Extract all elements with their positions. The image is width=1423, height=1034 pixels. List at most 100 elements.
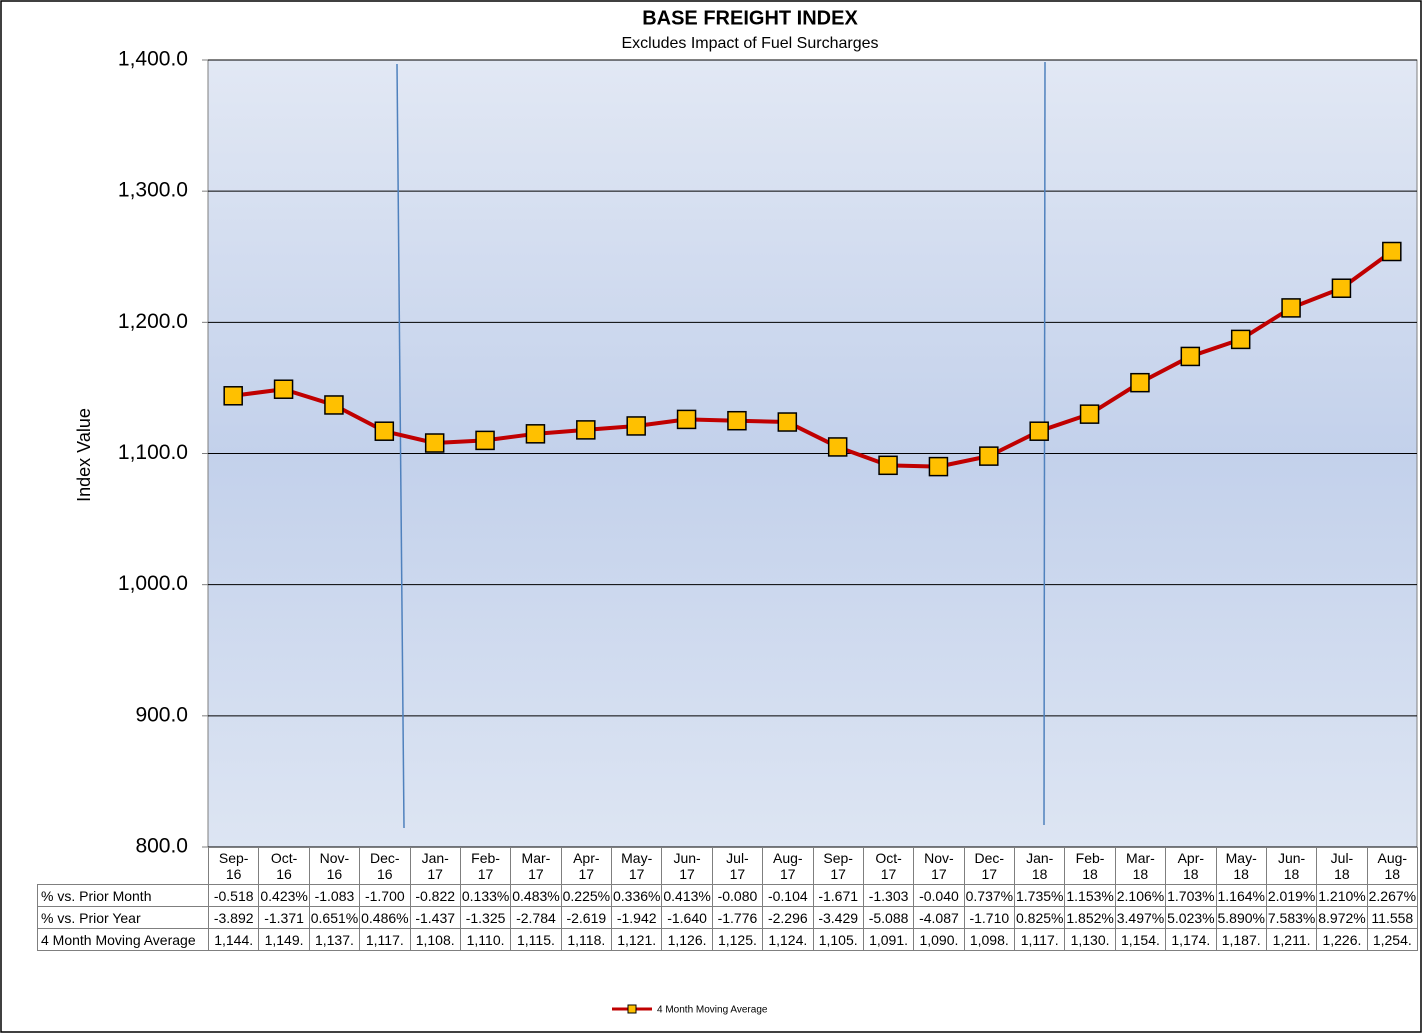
table-header-cell: Mar-17 — [510, 847, 562, 885]
table-cell: -0.040 — [913, 884, 965, 907]
table-cell: -1.325 — [459, 906, 512, 929]
x-tick-label: Jul-17 — [726, 850, 749, 882]
table-cell: -0.080 — [711, 884, 764, 907]
x-tick-label: May-18 — [1225, 850, 1257, 882]
x-tick-label: Nov-17 — [924, 850, 954, 882]
table-cell: 1,091. — [862, 928, 915, 951]
marker — [475, 430, 495, 451]
table-header-cell: Jun-18 — [1265, 847, 1318, 885]
table-cell: 1.210% — [1316, 884, 1368, 907]
x-tick-label: Apr-18 — [1177, 850, 1205, 882]
table-cell: 1.153% — [1064, 884, 1116, 907]
table-cell: 0.336% — [610, 884, 663, 907]
table-cell: 1,110. — [459, 928, 512, 951]
x-tick-label: Oct-17 — [875, 850, 902, 882]
table-cell: -1.640 — [661, 906, 713, 929]
table-header-cell: Aug-18 — [1366, 847, 1419, 885]
marker — [525, 424, 546, 444]
marker — [576, 420, 596, 440]
table-cell: 3.497% — [1114, 906, 1167, 929]
table-header-cell: May-18 — [1215, 847, 1267, 885]
x-tick-label: Jan-18 — [1026, 850, 1054, 882]
table-cell: 1.703% — [1165, 884, 1217, 907]
table-cell: 0.413% — [661, 884, 713, 907]
table-cell: 1,115. — [510, 928, 562, 951]
marker — [626, 416, 646, 436]
table-cell: 2.267% — [1366, 884, 1419, 907]
table-row: 4 Month Moving Average 1,144. 1,149. 1,137.… — [37, 928, 1419, 951]
x-tick-label: Oct-16 — [270, 850, 298, 882]
table-cell: 1,121. — [610, 928, 663, 951]
table-header-cell: Sep-17 — [812, 847, 864, 885]
table-cell: 0.737% — [963, 884, 1016, 907]
marker — [1029, 421, 1049, 441]
marker — [979, 446, 999, 466]
table-cell: 0.483% — [510, 884, 562, 907]
marker — [1079, 404, 1100, 424]
table-cell: 1.735% — [1013, 884, 1066, 907]
table-cell: 5.023% — [1165, 906, 1217, 929]
x-tick-label: Aug-18 — [1377, 850, 1408, 882]
marker — [374, 421, 395, 441]
table-header-cell: Jul-17 — [711, 847, 764, 885]
table-cell: 8.972% — [1316, 906, 1368, 929]
y-tick-label: 900.0 — [135, 703, 188, 726]
table-header-cell: Nov-16 — [308, 847, 361, 885]
marker — [727, 410, 747, 431]
table-header-cell: Dec-16 — [359, 847, 411, 885]
table-header-cell: Feb-17 — [459, 847, 512, 885]
table-cell: -1.303 — [862, 884, 915, 907]
table-cell: 1,117. — [359, 928, 411, 951]
table-cell: -0.104 — [762, 884, 814, 907]
table-header-cell: Apr-18 — [1165, 847, 1217, 885]
marker — [1180, 346, 1201, 367]
table-header-cell: Dec-17 — [963, 847, 1016, 885]
table-cell: 2.106% — [1114, 884, 1167, 907]
marker — [324, 395, 344, 415]
table-corner — [38, 848, 209, 885]
table-header-cell: Jan-17 — [409, 847, 461, 885]
table-cell: 1,108. — [409, 928, 461, 951]
table-cell: 1,144. — [207, 928, 260, 951]
y-tick-label: 1,400.0 — [118, 48, 188, 71]
legend-marker — [627, 1004, 637, 1014]
table-header-cell: Oct-16 — [258, 847, 310, 885]
row-name: 4 Month Moving Average — [37, 928, 209, 951]
table-cell: 1,126. — [661, 928, 713, 951]
table-cell: -3.429 — [812, 906, 864, 929]
annotation-line — [396, 63, 405, 829]
marker — [424, 433, 445, 453]
table-cell: 11.558 — [1366, 906, 1419, 929]
marker — [1130, 372, 1150, 393]
table-cell: 1,130. — [1064, 928, 1116, 951]
x-tick-label: Mar-17 — [521, 850, 551, 882]
table-row: % vs. Prior Month -0.518 0.423% -1.083 -1.70… — [37, 884, 1419, 907]
table-cell: 1,098. — [963, 928, 1016, 951]
table-cell: -1.710 — [963, 906, 1016, 929]
table-cell: -2.784 — [510, 906, 562, 929]
table-cell: 0.825% — [1013, 906, 1066, 929]
table-cell: 1,090. — [913, 928, 965, 951]
table-cell: 1.852% — [1064, 906, 1116, 929]
x-tick-label: Jan-17 — [421, 850, 449, 882]
x-tick-label: Feb-18 — [1075, 850, 1105, 882]
table-cell: -2.296 — [762, 906, 814, 929]
y-tick-label: 1,000.0 — [118, 572, 188, 595]
table-cell: 1.164% — [1215, 884, 1267, 907]
table-cell: 1,117. — [1013, 928, 1066, 951]
table-row: % vs. Prior Year -3.892 -1.371 0.651% 0.486%… — [37, 906, 1419, 929]
table-cell: -2.619 — [560, 906, 613, 929]
table-header-cell: Oct-17 — [862, 847, 915, 885]
x-tick-label: Dec-16 — [370, 850, 400, 882]
chart-subtitle: Excludes Impact of Fuel Surcharges — [621, 35, 878, 52]
legend-label: 4 Month Moving Average — [657, 1005, 768, 1016]
marker — [928, 456, 949, 477]
data-table: Sep-16 Oct-16 Nov-16 Dec-16 Jan-17 Feb-17 Mar-… — [37, 847, 1419, 951]
table-header-cell: Mar-18 — [1114, 847, 1167, 885]
table-cell: -1.083 — [308, 884, 361, 907]
table-cell: 1,118. — [560, 928, 613, 951]
chart-title: BASE FREIGHT INDEX — [642, 7, 858, 29]
marker — [676, 409, 697, 430]
table-cell: -0.822 — [409, 884, 461, 907]
